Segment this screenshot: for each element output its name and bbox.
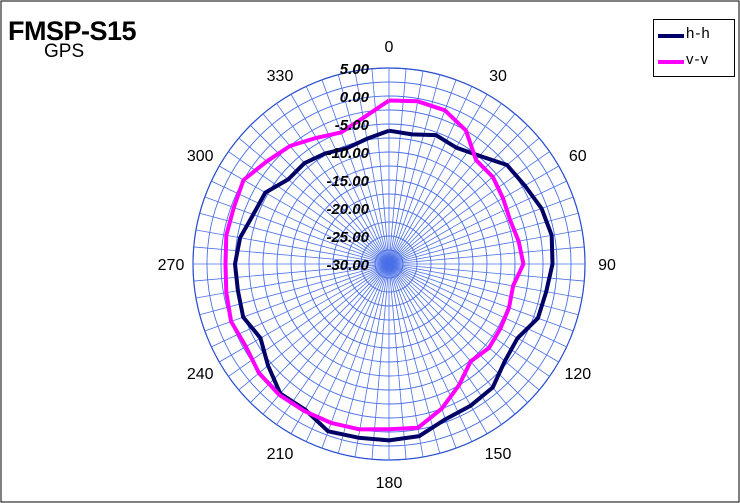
series-lines (223, 98, 555, 443)
angle-tick-label: 0 (385, 39, 394, 56)
radial-tick-label: -5.00 (335, 117, 370, 134)
angle-tick-label: 30 (489, 68, 507, 85)
grid-spoke (371, 263, 390, 460)
grid-spoke (321, 79, 390, 265)
series-line-h-h (233, 128, 555, 443)
angle-tick-label: 300 (187, 148, 214, 165)
grid-spoke (204, 263, 390, 332)
legend: h-h v-v (653, 19, 735, 77)
grid-spoke (388, 263, 559, 363)
grid-spoke (388, 263, 567, 348)
grid-spoke (354, 263, 390, 458)
grid-spoke (388, 263, 540, 391)
grid-spoke (388, 263, 516, 415)
grid-spoke (354, 70, 390, 265)
polar-grid (192, 67, 586, 461)
radial-tick-label: 0.00 (340, 89, 370, 106)
radial-tick-label: -20.00 (326, 201, 369, 218)
angle-tick-label: 60 (569, 148, 587, 165)
grid-spoke (211, 263, 390, 348)
grid-spoke (388, 113, 516, 265)
radial-tick-label: -30.00 (326, 257, 369, 274)
radial-labels: 5.00 0.00 -5.00 -10.00 -15.00 -20.00 -25.00 -30… (326, 61, 369, 274)
grid-spoke (388, 137, 540, 265)
grid-spoke (305, 263, 390, 442)
grid-spoke (388, 180, 567, 265)
radial-tick-label: -15.00 (326, 173, 369, 190)
grid-spoke (337, 263, 390, 454)
grid-spoke (262, 263, 390, 415)
grid-spoke (388, 263, 550, 377)
legend-item-v-v: v-v (658, 51, 734, 71)
grid-spoke (290, 94, 390, 265)
grid-spoke (211, 180, 390, 265)
grid-spoke (388, 94, 488, 265)
grid-spoke (238, 263, 390, 391)
angle-labels: 0 30 60 90 120 150 180 210 240 270 300 330 (158, 39, 616, 492)
grid-spoke (262, 113, 390, 265)
chart-title: FMSP-S15 (8, 16, 137, 46)
grid-spoke (305, 86, 390, 265)
radial-tick-label: 5.00 (340, 61, 370, 78)
grid-spoke (199, 263, 390, 316)
grid-spoke (388, 165, 559, 265)
legend-swatch-h-h (658, 34, 684, 38)
angle-tick-label: 330 (267, 68, 294, 85)
grid-spoke (388, 103, 502, 265)
grid-spoke (276, 263, 390, 425)
legend-item-h-h: h-h (658, 25, 734, 45)
grid-spoke (371, 68, 390, 265)
grid-spoke (388, 125, 528, 265)
angle-tick-label: 180 (376, 475, 403, 492)
grid-spoke (388, 86, 473, 265)
grid-spoke (228, 263, 390, 377)
angle-tick-label: 210 (267, 446, 294, 463)
grid-spoke (388, 263, 424, 458)
grid-spoke (388, 263, 528, 403)
legend-label-h-h: h-h (686, 25, 711, 42)
angle-tick-label: 150 (485, 446, 512, 463)
radial-tick-label: -10.00 (326, 145, 369, 162)
grid-spoke (250, 125, 390, 265)
angle-tick-label: 90 (598, 257, 616, 274)
grid-spoke (238, 137, 390, 265)
series-line-v-v (223, 98, 526, 432)
grid-spoke (388, 263, 579, 316)
grid-spoke (321, 263, 390, 449)
angle-tick-label: 120 (564, 366, 591, 383)
angle-tick-label: 240 (187, 366, 214, 383)
legend-label-v-v: v-v (686, 51, 709, 68)
radial-tick-label: -25.00 (326, 229, 369, 246)
grid-spoke (290, 263, 390, 434)
angle-tick-label: 270 (158, 257, 185, 274)
grid-spoke (219, 165, 390, 265)
grid-spoke (388, 263, 441, 454)
chart-subtitle: GPS (44, 41, 85, 62)
grid-spoke (337, 74, 390, 265)
grid-spoke (388, 263, 574, 332)
grid-spoke (388, 263, 585, 282)
grid-spoke (276, 103, 390, 265)
legend-swatch-v-v (658, 60, 684, 64)
grid-spoke (388, 151, 550, 265)
grid-spoke (388, 263, 583, 299)
